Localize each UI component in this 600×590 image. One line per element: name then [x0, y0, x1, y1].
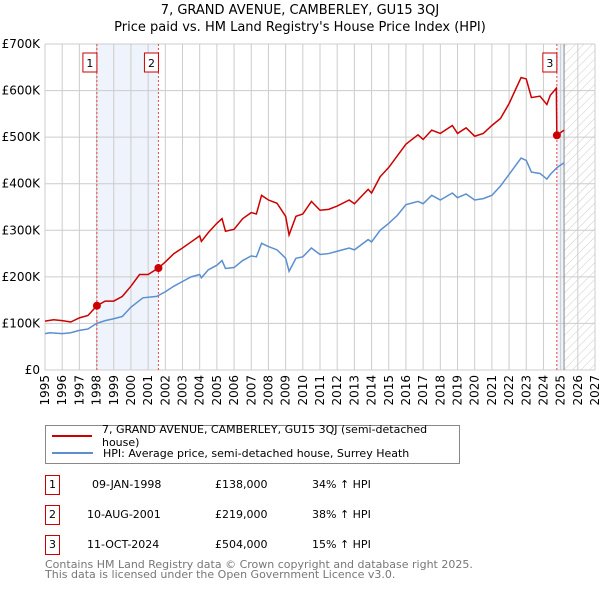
- sale-price: £138,000: [215, 478, 268, 491]
- y-tick-label: £400K: [2, 177, 42, 191]
- x-tick-label: 2023: [519, 375, 533, 406]
- sale-hpi-change: 34% ↑ HPI: [312, 478, 371, 491]
- sale-point: [92, 301, 101, 310]
- y-tick-label: £200K: [2, 270, 42, 284]
- x-tick-label: 2018: [433, 375, 447, 406]
- sale-price: £219,000: [215, 508, 268, 521]
- x-tick-label: 2010: [296, 375, 310, 406]
- sale-number-badge: 3: [45, 535, 60, 555]
- sale-price: £504,000: [215, 538, 268, 551]
- x-tick-label: 2002: [158, 375, 172, 406]
- x-tick-label: 2011: [313, 375, 327, 406]
- legend: 7, GRAND AVENUE, CAMBERLEY, GU15 3QJ (se…: [45, 423, 460, 464]
- y-tick-label: £100K: [2, 316, 42, 330]
- x-tick-label: 2003: [176, 375, 190, 406]
- x-tick-label: 2005: [210, 375, 224, 406]
- sale-row: 2 10-AUG-2001 £219,000 38% ↑ HPI: [45, 505, 485, 525]
- x-tick-label: 2007: [244, 375, 258, 406]
- x-tick-label: 2004: [193, 375, 207, 406]
- x-tick-label: 2013: [347, 375, 361, 406]
- sale-date: 09-JAN-1998: [92, 478, 162, 491]
- x-tick-label: 2009: [279, 375, 293, 406]
- sale-label-box: [82, 52, 98, 73]
- x-tick-label: 2016: [399, 375, 413, 406]
- sale-row: 1 09-JAN-1998 £138,000 34% ↑ HPI: [45, 475, 485, 495]
- legend-label-hpi: HPI: Average price, semi-detached house,…: [103, 446, 410, 460]
- chart-title-line2: Price paid vs. HM Land Registry's House …: [114, 20, 486, 35]
- sale-point: [154, 264, 163, 273]
- legend-item-hpi: HPI: Average price, semi-detached house,…: [52, 445, 409, 461]
- sale-date: 10-AUG-2001: [87, 508, 161, 521]
- legend-swatch-hpi: [52, 452, 93, 454]
- x-tick-label: 2024: [536, 375, 550, 406]
- sale-label-box: [143, 52, 159, 73]
- x-tick-label: 1995: [38, 375, 52, 406]
- y-tick-label: £500K: [2, 130, 42, 144]
- footer: Contains HM Land Registry data © Crown c…: [45, 558, 473, 581]
- sale-label-number: 3: [546, 57, 553, 70]
- x-tick-label: 2017: [416, 375, 430, 406]
- sale-hpi-change: 38% ↑ HPI: [312, 508, 371, 521]
- x-tick-label: 2025: [554, 375, 568, 406]
- x-tick-label: 2008: [261, 375, 275, 406]
- x-tick-label: 2026: [571, 375, 585, 406]
- x-tick-label: 1997: [72, 375, 86, 406]
- sale-hpi-change: 15% ↑ HPI: [312, 538, 371, 551]
- x-tick-label: 2022: [502, 375, 516, 406]
- footer-licence: This data is licensed under the Open Gov…: [45, 568, 396, 581]
- sale-point: [552, 131, 561, 140]
- x-tick-label: 1998: [90, 375, 104, 406]
- property-price-line: [44, 76, 565, 323]
- x-tick-label: 2019: [451, 375, 465, 406]
- x-tick-label: 2012: [330, 375, 344, 406]
- hpi-line: [44, 157, 565, 335]
- legend-item-property: 7, GRAND AVENUE, CAMBERLEY, GU15 3QJ (se…: [52, 423, 459, 449]
- x-tick-label: 2021: [485, 375, 499, 406]
- legend-swatch-property: [52, 435, 92, 437]
- legend-label-property: 7, GRAND AVENUE, CAMBERLEY, GU15 3QJ (se…: [101, 423, 428, 449]
- x-tick-label: 1999: [107, 375, 121, 406]
- x-tick-label: 2027: [588, 375, 600, 406]
- sale-label-box: [542, 52, 558, 73]
- x-tick-label: 2000: [124, 375, 138, 406]
- sale-label-number: 2: [148, 57, 155, 70]
- x-tick-label: 1996: [55, 375, 69, 406]
- x-tick-label: 2015: [382, 375, 396, 406]
- sale-row: 3 11-OCT-2024 £504,000 15% ↑ HPI: [45, 535, 485, 555]
- sale-date: 11-OCT-2024: [87, 538, 160, 551]
- y-tick-label: £300K: [2, 223, 42, 237]
- sale-label-number: 1: [86, 57, 93, 70]
- y-tick-label: £600K: [2, 84, 42, 98]
- x-tick-label: 2006: [227, 375, 241, 406]
- x-tick-label: 2001: [141, 375, 155, 406]
- sale-number-badge: 1: [45, 475, 60, 495]
- footer-copyright: Contains HM Land Registry data © Crown c…: [45, 558, 473, 571]
- sale-number-badge: 2: [45, 505, 60, 525]
- y-tick-label: £0: [25, 363, 40, 377]
- price-chart: £0 £100K £200K £300K £400K £500K £600K £700K 199…: [2, 37, 600, 406]
- chart-title-line1: 7, GRAND AVENUE, CAMBERLEY, GU15 3QJ: [160, 3, 440, 18]
- forecast-hatch: [564, 44, 595, 370]
- x-tick-label: 2014: [365, 375, 379, 406]
- y-tick-label: £700K: [2, 37, 42, 51]
- x-tick-label: 2020: [468, 375, 482, 406]
